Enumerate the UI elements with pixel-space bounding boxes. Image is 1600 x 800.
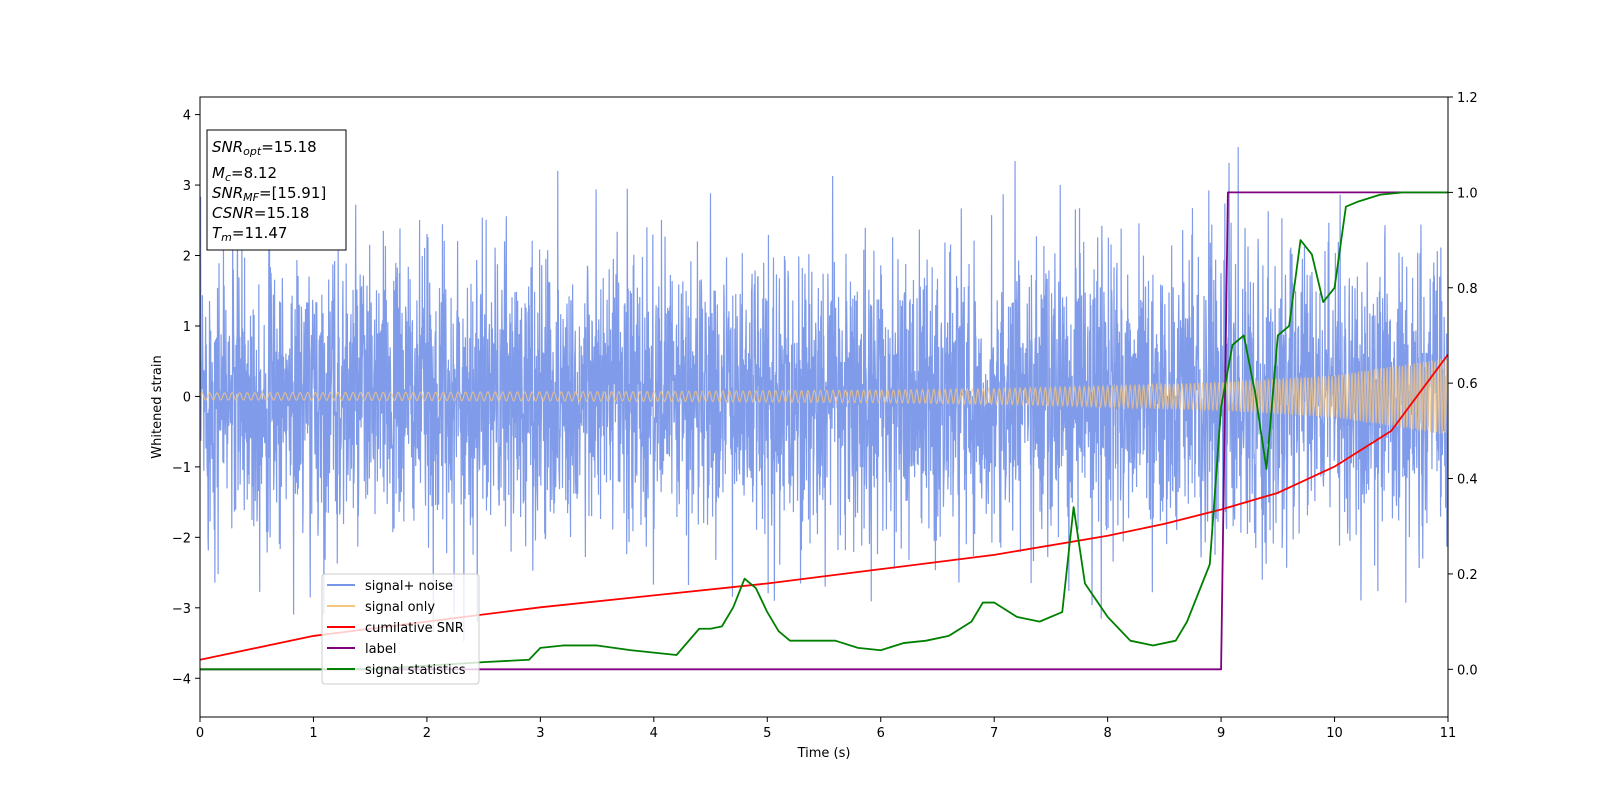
y2-tick-label: 0.6 — [1457, 377, 1478, 392]
legend-item-signal-only: signal only — [327, 600, 435, 615]
y2-tick-label: 0.4 — [1457, 473, 1478, 488]
x-tick-label: 5 — [763, 726, 771, 741]
y-tick-label: 0 — [183, 390, 191, 405]
legend-label-signal-only: signal only — [365, 600, 435, 615]
x-tick-label: 2 — [423, 726, 431, 741]
x-tick-label: 8 — [1103, 726, 1111, 741]
legend-label-signal-noise: signal+ noise — [365, 579, 453, 594]
info-box-frame — [206, 129, 347, 251]
y-tick-label: 4 — [183, 109, 191, 124]
info-csnr: CSNR=15.18 — [212, 204, 309, 222]
y-tick-label: 2 — [183, 250, 191, 265]
x-tick-label: 7 — [990, 726, 998, 741]
info-mc: Mc=8.12 — [212, 164, 277, 184]
legend-item-cumulative-snr: cumilative SNR — [327, 621, 464, 636]
legend-label-cumulative-snr: cumilative SNR — [365, 621, 464, 636]
y-tick-label: −1 — [172, 461, 191, 476]
x-tick-label: 3 — [536, 726, 544, 741]
y-tick-label: −3 — [172, 602, 191, 617]
x-axis-label: Time (s) — [797, 746, 851, 761]
x-tick-label: 10 — [1326, 726, 1343, 741]
legend-label-signal-statistics: signal statistics — [365, 663, 466, 678]
legend-frame — [321, 573, 480, 685]
x-tick-label: 4 — [650, 726, 658, 741]
y-tick-label: −4 — [172, 672, 191, 687]
x-tick-label: 1 — [309, 726, 317, 741]
legend-item-signal-statistics: signal statistics — [327, 663, 466, 678]
plot-frame — [199, 96, 1449, 718]
info-snr-opt: SNRopt=15.18 — [212, 138, 317, 158]
y2-tick-label: 0.2 — [1457, 568, 1478, 583]
x-tick-label: 9 — [1217, 726, 1225, 741]
y-tick-label: 3 — [183, 179, 191, 194]
series-signal-statistics — [200, 191, 1448, 671]
info-snr-mf: SNRMF=[15.91] — [212, 184, 326, 204]
x-tick-label: 6 — [877, 726, 885, 741]
y2-tick-label: 0.8 — [1457, 282, 1478, 297]
legend: signal+ noise signal only cumilative SNR… — [321, 573, 480, 685]
y2-tick-label: 1.2 — [1457, 91, 1478, 106]
y2-tick-label: 0.0 — [1457, 663, 1478, 678]
x-tick-label: 11 — [1440, 726, 1457, 741]
series-label — [200, 191, 1448, 671]
y-tick-label: −2 — [172, 531, 191, 546]
ticks-layer: 0 1 2 3 4 5 6 7 8 9 10 1143210−1−2−3−41.21.00.80.60… — [172, 91, 1478, 741]
y2-tick-label: 1.0 — [1457, 186, 1478, 201]
legend-item-signal-noise: signal+ noise — [327, 579, 453, 594]
legend-item-label: label — [327, 642, 396, 657]
series-signal-only — [200, 358, 1448, 435]
x-tick-label: 0 — [196, 726, 204, 741]
series-signal-noise — [200, 146, 1448, 642]
y-axis-label: Whitened strain — [150, 355, 165, 458]
info-tm: Tm=11.47 — [212, 224, 287, 244]
legend-label-label: label — [365, 642, 396, 657]
info-box: SNRopt=15.18 Mc=8.12 SNRMF=[15.91] CSNR=… — [206, 129, 347, 251]
y-tick-label: 1 — [183, 320, 191, 335]
